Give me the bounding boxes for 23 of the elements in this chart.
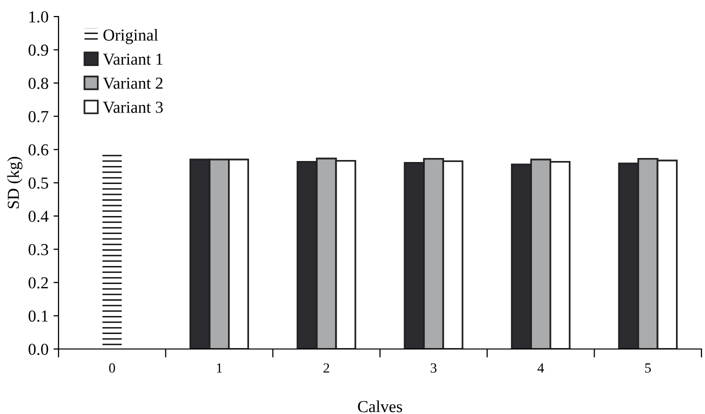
y-tick-label: 0.6 [28,144,48,156]
x-axis-title: Calves [358,400,402,412]
y-tick-label: 0.7 [28,110,48,122]
x-tick-label: 4 [538,363,544,373]
y-tick-label: 0.1 [28,310,48,322]
y-tick-label: 0.8 [28,78,48,90]
x-tick-label: 2 [324,363,330,373]
legend-label: Variant 1 [102,54,162,65]
y-tick-label: 0.9 [28,44,48,56]
legend-label: Variant 3 [102,102,163,113]
x-tick-label: 3 [430,363,437,373]
y-tick-label: 0.5 [28,177,48,189]
y-tick-label: 0.4 [28,210,49,222]
y-tick-label: 1.0 [29,11,48,23]
y-tick-label: 0.2 [28,277,48,289]
legend-label: Variant 2 [102,78,163,89]
legend-label: Original [103,28,158,44]
y-axis-title: SD (kg) [7,156,22,208]
y-tick-label: 0.3 [28,244,48,256]
x-tick-label: 1 [217,363,222,373]
x-tick-label: 0 [109,363,116,373]
x-tick-label: 5 [645,363,651,373]
y-tick-label: 0.0 [28,344,48,356]
